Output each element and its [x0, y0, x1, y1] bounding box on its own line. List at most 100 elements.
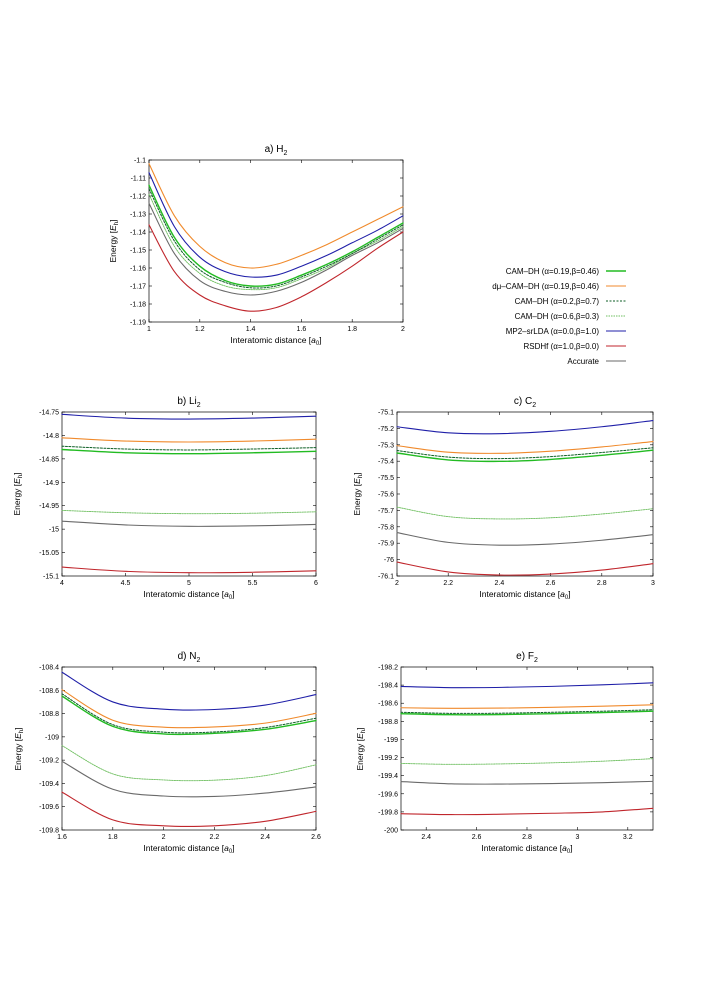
series-line-rsdhf [61, 566, 317, 574]
legend-label: CAM–DH (α=0.2,β=0.7) [515, 297, 600, 306]
tick-layer: 2.4 2.6 2.8 3 3.2 -198.2 -198.4 -198.6 -198.8 -19… [378, 665, 653, 841]
y-tick-label: -198.4 [378, 683, 398, 690]
series-line-camdh_03 [61, 745, 317, 782]
x-tick-label: 2.8 [597, 580, 607, 587]
y-tick-label: -1.13 [130, 212, 146, 219]
y-tick-label: -109.6 [39, 804, 59, 811]
y-axis-label: Energy [Eh] [355, 727, 367, 770]
plot-frame [148, 159, 404, 323]
y-tick-label: -199.4 [378, 773, 398, 780]
legend-item: MP2–srLDA (α=0.0,β=1.0) [506, 327, 626, 336]
legend-item: Accurate [567, 357, 626, 366]
x-tick-label: 2.6 [546, 580, 556, 587]
y-tick-label: -1.12 [130, 194, 146, 201]
x-tick-label: 3.2 [623, 834, 633, 841]
y-tick-label: -1.1 [134, 158, 146, 165]
x-tick-label: 4.5 [121, 580, 131, 587]
y-tick-label: -1.17 [130, 284, 146, 291]
series-line-dmu_camdh [61, 689, 317, 729]
tick-layer: 2 2.2 2.4 2.6 2.8 3 -75.1 -75.2 -75.3 -75.4 -75.5 -… [378, 410, 655, 588]
y-tick-label: -198.8 [378, 719, 398, 726]
y-tick-label: -1.14 [130, 230, 146, 237]
series-layer [396, 419, 654, 576]
x-tick-label: 2.6 [472, 834, 482, 841]
x-tick-label: 2.8 [522, 834, 532, 841]
x-tick-label: 2.4 [495, 580, 505, 587]
y-tick-label: -76.1 [378, 574, 394, 581]
tick-layer: 1 1.2 1.4 1.6 1.8 2 -1.1 -1.11 -1.12 -1.13 -1.14 -1… [130, 158, 405, 334]
y-tick-label: -1.16 [130, 266, 146, 273]
y-tick-label: -75.4 [378, 459, 394, 466]
plot-frame [400, 666, 654, 831]
x-tick-label: 2 [162, 834, 166, 841]
legend-label: Accurate [567, 357, 599, 366]
legend-label: MP2–srLDA (α=0.0,β=1.0) [506, 327, 600, 336]
y-tick-label: -15.1 [43, 574, 59, 581]
x-tick-label: 2.4 [260, 834, 270, 841]
x-tick-label: 2.2 [210, 834, 220, 841]
series-line-camdh_046 [61, 448, 317, 455]
y-axis-label: Energy [Eh] [13, 727, 25, 770]
y-tick-label: -14.75 [39, 410, 59, 417]
y-axis-label: Energy [Eh] [352, 472, 364, 515]
legend-item: dμ–CAM–DH (α=0.19,β=0.46) [492, 282, 626, 291]
x-tick-label: 1.6 [297, 326, 307, 333]
series-line-dmu_camdh [400, 704, 654, 709]
series-layer [61, 671, 317, 828]
y-tick-label: -200 [384, 828, 398, 835]
series-line-accurate [61, 760, 317, 798]
y-tick-label: -14.8 [43, 433, 59, 440]
y-axis-label: Energy [Eh] [108, 219, 120, 262]
series-line-camdh_07 [400, 709, 654, 714]
y-tick-label: -14.95 [39, 503, 59, 510]
series-line-mp2_srlda [400, 682, 654, 689]
y-tick-label: -14.9 [43, 480, 59, 487]
series-line-rsdhf [396, 561, 654, 576]
tick-layer: 4 4.5 5 5.5 6 -14.75 -14.8 -14.85 -14.9 -14.95 -15… [39, 410, 318, 588]
x-tick-label: 5 [187, 580, 191, 587]
y-tick-label: -1.15 [130, 248, 146, 255]
plot-frame [61, 666, 317, 831]
tick-layer: 1.6 1.8 2 2.2 2.4 2.6 -108.4 -108.6 -108.8 -109 -1… [39, 665, 321, 842]
y-tick-label: -108.8 [39, 711, 59, 718]
y-tick-label: -109.4 [39, 781, 59, 788]
x-tick-label: 2 [401, 326, 405, 333]
series-line-mp2_srlda [61, 413, 317, 420]
series-line-rsdhf [400, 807, 654, 816]
y-tick-label: -76 [384, 557, 394, 564]
y-tick-label: -75.5 [378, 475, 394, 482]
x-tick-label: 2.4 [421, 834, 431, 841]
series-layer [61, 413, 317, 574]
y-tick-label: -199 [384, 737, 398, 744]
series-line-accurate [61, 520, 317, 527]
panel-title: c) C2 [514, 396, 536, 409]
series-line-camdh_03 [61, 509, 317, 515]
legend-item: CAM–DH (α=0.2,β=0.7) [515, 297, 626, 306]
panel-n2: d) N2 1.6 1.8 2 2.2 2.4 2.6 -108.4 -108.6 -108.8… [13, 651, 321, 855]
y-tick-label: -1.19 [130, 320, 146, 327]
x-tick-label: 1.8 [108, 834, 118, 841]
series-line-camdh_046 [400, 710, 654, 716]
series-line-camdh_07 [396, 447, 654, 460]
x-tick-label: 5.5 [248, 580, 258, 587]
x-axis-label: Interatomic distance [a0] [481, 843, 572, 855]
legend-item: CAM–DH (α=0.19,β=0.46) [506, 267, 626, 276]
y-tick-label: -109.8 [39, 828, 59, 835]
series-layer [400, 682, 654, 816]
y-tick-label: -199.2 [378, 755, 398, 762]
y-axis-label: Energy [Eh] [12, 472, 24, 515]
y-tick-label: -15.05 [39, 550, 59, 557]
x-axis-label: Interatomic distance [a0] [143, 589, 234, 601]
y-tick-label: -14.85 [39, 456, 59, 463]
series-line-camdh_03 [396, 506, 654, 520]
series-line-mp2_srlda [396, 419, 654, 435]
y-tick-label: -1.11 [131, 176, 147, 183]
series-line-accurate [148, 202, 404, 296]
y-tick-label: -109.2 [39, 758, 59, 765]
y-tick-label: -108.6 [39, 688, 59, 695]
x-tick-label: 1.2 [195, 326, 205, 333]
legend-label: CAM–DH (α=0.19,β=0.46) [506, 267, 600, 276]
x-tick-label: 1.6 [57, 834, 67, 841]
panel-h2: a) H2 1 1.2 1.4 1.6 1.8 2 -1.1 -1.11 -1.12 -1.13 -… [108, 144, 405, 347]
series-line-mp2_srlda [148, 172, 404, 278]
